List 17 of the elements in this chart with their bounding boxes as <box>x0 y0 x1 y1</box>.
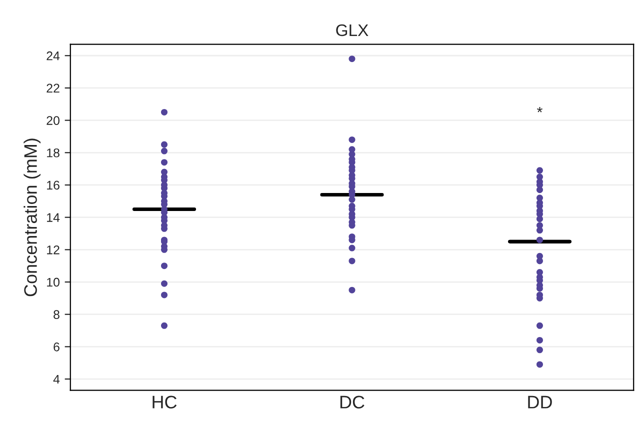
x-tick-label: DC <box>340 396 364 408</box>
annotation: * <box>537 106 542 112</box>
y-tick-label: 8 <box>54 310 60 320</box>
y-tick-label: 6 <box>54 342 60 352</box>
x-tick-label: DD <box>528 396 552 408</box>
chart-title: GLX <box>336 24 368 36</box>
y-tick-label: 14 <box>47 213 60 222</box>
y-tick-label: 4 <box>53 374 60 384</box>
y-axis-title: Concentration (mM) <box>24 138 41 296</box>
y-tick-label: 12 <box>47 245 60 254</box>
y-tick-label: 18 <box>47 148 60 158</box>
y-tick-label: 16 <box>47 180 60 190</box>
y-tick-label: 10 <box>47 278 60 287</box>
y-tick-label: 22 <box>46 84 60 92</box>
y-tick-label: 24 <box>46 51 60 60</box>
y-tick-label: 20 <box>46 116 60 125</box>
x-tick-label: HC <box>152 396 177 408</box>
